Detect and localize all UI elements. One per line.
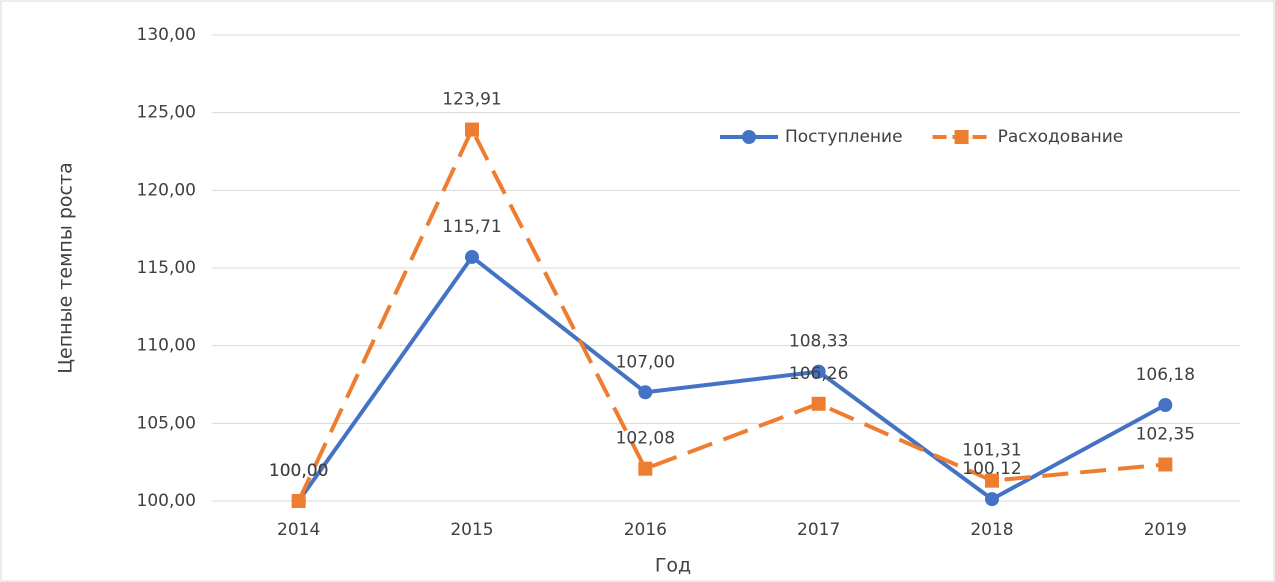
marker	[465, 122, 479, 137]
marker	[465, 249, 479, 264]
y-axis-label: Цепные темпы роста	[55, 162, 77, 373]
marker	[811, 364, 826, 379]
marker	[291, 494, 306, 508]
marker	[1158, 398, 1173, 413]
legend-label: Поступление	[785, 127, 903, 147]
x-tick-label: 2014	[277, 520, 320, 540]
x-tick-label: 2017	[797, 520, 840, 540]
marker	[811, 396, 826, 411]
data-label: 100,12	[962, 459, 1021, 479]
data-label: 108,33	[789, 332, 848, 352]
data-label: 115,71	[442, 217, 501, 237]
data-label: 100,00	[269, 461, 328, 481]
marker	[638, 461, 653, 476]
y-tick-label: 115,00	[137, 258, 196, 278]
y-tick-label: 125,00	[137, 103, 196, 123]
series-line	[297, 254, 1167, 503]
y-tick-label: 130,00	[137, 25, 196, 45]
series-line	[296, 127, 1166, 502]
x-tick-label: 2019	[1144, 520, 1187, 540]
y-tick-label: 120,00	[137, 180, 196, 200]
marker	[638, 385, 653, 400]
data-label: 107,00	[616, 352, 675, 372]
data-label: 106,18	[1136, 365, 1195, 385]
y-tick-label: 100,00	[137, 491, 196, 511]
x-axis-label: Год	[655, 555, 691, 577]
data-label: 101,31	[962, 441, 1021, 461]
data-label: 100,00	[269, 461, 328, 481]
marker	[985, 473, 999, 488]
y-tick-label: 105,00	[137, 413, 196, 433]
x-tick-label: 2016	[624, 520, 667, 540]
x-tick-label: 2018	[970, 520, 1013, 540]
legend-label: Расходование	[998, 127, 1124, 147]
data-label: 102,35	[1136, 424, 1195, 444]
marker	[1158, 457, 1173, 472]
marker	[985, 492, 999, 507]
data-label: 123,91	[442, 90, 501, 110]
data-label: 102,08	[616, 429, 675, 449]
x-tick-label: 2015	[450, 520, 493, 540]
data-label: 106,26	[789, 364, 848, 384]
legend-marker	[954, 130, 969, 144]
legend-marker	[742, 130, 756, 144]
y-tick-label: 110,00	[137, 336, 196, 356]
